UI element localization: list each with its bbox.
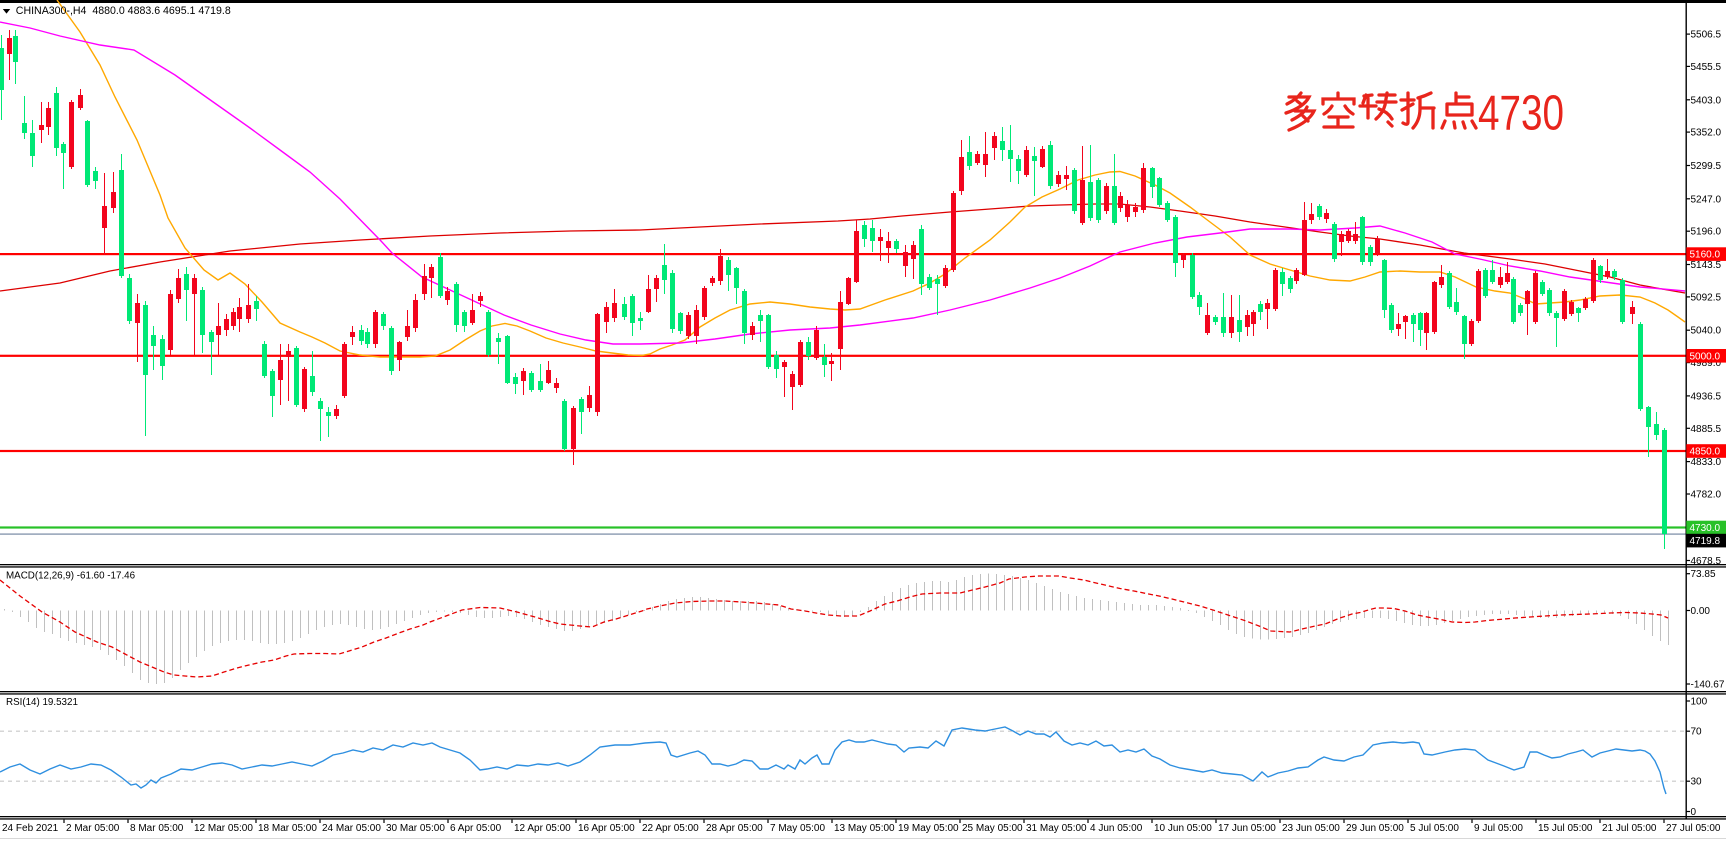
svg-text:4719.8: 4719.8 bbox=[1690, 536, 1721, 547]
svg-text:24 Mar 05:00: 24 Mar 05:00 bbox=[322, 823, 381, 834]
svg-text:100: 100 bbox=[1691, 697, 1708, 708]
svg-text:73.85: 73.85 bbox=[1691, 569, 1716, 580]
svg-text:2 Mar 05:00: 2 Mar 05:00 bbox=[66, 823, 120, 834]
svg-text:24 Feb 2021: 24 Feb 2021 bbox=[2, 823, 59, 834]
svg-text:MACD(12,26,9) -61.60 -17.46: MACD(12,26,9) -61.60 -17.46 bbox=[6, 571, 136, 582]
svg-text:5299.5: 5299.5 bbox=[1691, 161, 1722, 172]
svg-text:4678.5: 4678.5 bbox=[1691, 556, 1722, 567]
svg-text:4 Jun 05:00: 4 Jun 05:00 bbox=[1090, 823, 1143, 834]
svg-text:4989.0: 4989.0 bbox=[1691, 358, 1722, 369]
svg-text:5506.5: 5506.5 bbox=[1691, 30, 1722, 41]
svg-text:27 Jul 05:00: 27 Jul 05:00 bbox=[1666, 823, 1721, 834]
svg-text:RSI(14) 19.5321: RSI(14) 19.5321 bbox=[6, 697, 78, 708]
svg-text:15 Jul 05:00: 15 Jul 05:00 bbox=[1538, 823, 1593, 834]
svg-text:0: 0 bbox=[1691, 807, 1697, 818]
svg-text:23 Jun 05:00: 23 Jun 05:00 bbox=[1282, 823, 1340, 834]
svg-text:4833.0: 4833.0 bbox=[1691, 457, 1722, 468]
svg-text:70: 70 bbox=[1691, 727, 1703, 738]
svg-text:30: 30 bbox=[1691, 777, 1703, 788]
svg-text:18 Mar 05:00: 18 Mar 05:00 bbox=[258, 823, 317, 834]
svg-text:5455.5: 5455.5 bbox=[1691, 62, 1722, 73]
svg-text:5143.5: 5143.5 bbox=[1691, 260, 1722, 271]
svg-text:16 Apr 05:00: 16 Apr 05:00 bbox=[578, 823, 635, 834]
svg-text:5352.0: 5352.0 bbox=[1691, 128, 1722, 139]
svg-text:25 May 05:00: 25 May 05:00 bbox=[962, 823, 1023, 834]
svg-text:5160.0: 5160.0 bbox=[1690, 250, 1721, 261]
svg-text:5000.0: 5000.0 bbox=[1690, 351, 1721, 362]
svg-text:5 Jul 05:00: 5 Jul 05:00 bbox=[1410, 823, 1459, 834]
svg-text:5196.0: 5196.0 bbox=[1691, 227, 1722, 238]
svg-text:29 Jun 05:00: 29 Jun 05:00 bbox=[1346, 823, 1404, 834]
svg-text:28 Apr 05:00: 28 Apr 05:00 bbox=[706, 823, 763, 834]
svg-text:4885.5: 4885.5 bbox=[1691, 424, 1722, 435]
svg-text:30 Mar 05:00: 30 Mar 05:00 bbox=[386, 823, 445, 834]
svg-text:-140.67: -140.67 bbox=[1691, 680, 1725, 691]
svg-text:6 Apr 05:00: 6 Apr 05:00 bbox=[450, 823, 502, 834]
svg-text:4782.0: 4782.0 bbox=[1691, 490, 1722, 501]
svg-text:13 May 05:00: 13 May 05:00 bbox=[834, 823, 895, 834]
svg-text:CHINA300-,H4 4880.0 4883.6 46: CHINA300-,H4 4880.0 4883.6 4695.1 4719.8 bbox=[16, 5, 231, 17]
svg-text:8 Mar 05:00: 8 Mar 05:00 bbox=[130, 823, 184, 834]
svg-text:5403.0: 5403.0 bbox=[1691, 95, 1722, 106]
svg-text:5040.0: 5040.0 bbox=[1691, 326, 1722, 337]
svg-text:4730: 4730 bbox=[1478, 87, 1564, 141]
svg-text:7 May 05:00: 7 May 05:00 bbox=[770, 823, 825, 834]
svg-text:4936.5: 4936.5 bbox=[1691, 391, 1722, 402]
svg-text:21 Jul 05:00: 21 Jul 05:00 bbox=[1602, 823, 1657, 834]
svg-text:31 May 05:00: 31 May 05:00 bbox=[1026, 823, 1087, 834]
svg-text:12 Apr 05:00: 12 Apr 05:00 bbox=[514, 823, 571, 834]
svg-text:4730.0: 4730.0 bbox=[1690, 523, 1721, 534]
svg-text:5247.0: 5247.0 bbox=[1691, 194, 1722, 205]
svg-text:4850.0: 4850.0 bbox=[1690, 447, 1721, 458]
svg-text:12 Mar 05:00: 12 Mar 05:00 bbox=[194, 823, 253, 834]
svg-text:5092.5: 5092.5 bbox=[1691, 292, 1722, 303]
svg-text:17 Jun 05:00: 17 Jun 05:00 bbox=[1218, 823, 1276, 834]
svg-text:22 Apr 05:00: 22 Apr 05:00 bbox=[642, 823, 699, 834]
svg-text:19 May 05:00: 19 May 05:00 bbox=[898, 823, 959, 834]
svg-text:0.00: 0.00 bbox=[1691, 606, 1711, 617]
svg-text:9 Jul 05:00: 9 Jul 05:00 bbox=[1474, 823, 1523, 834]
svg-text:10 Jun 05:00: 10 Jun 05:00 bbox=[1154, 823, 1212, 834]
